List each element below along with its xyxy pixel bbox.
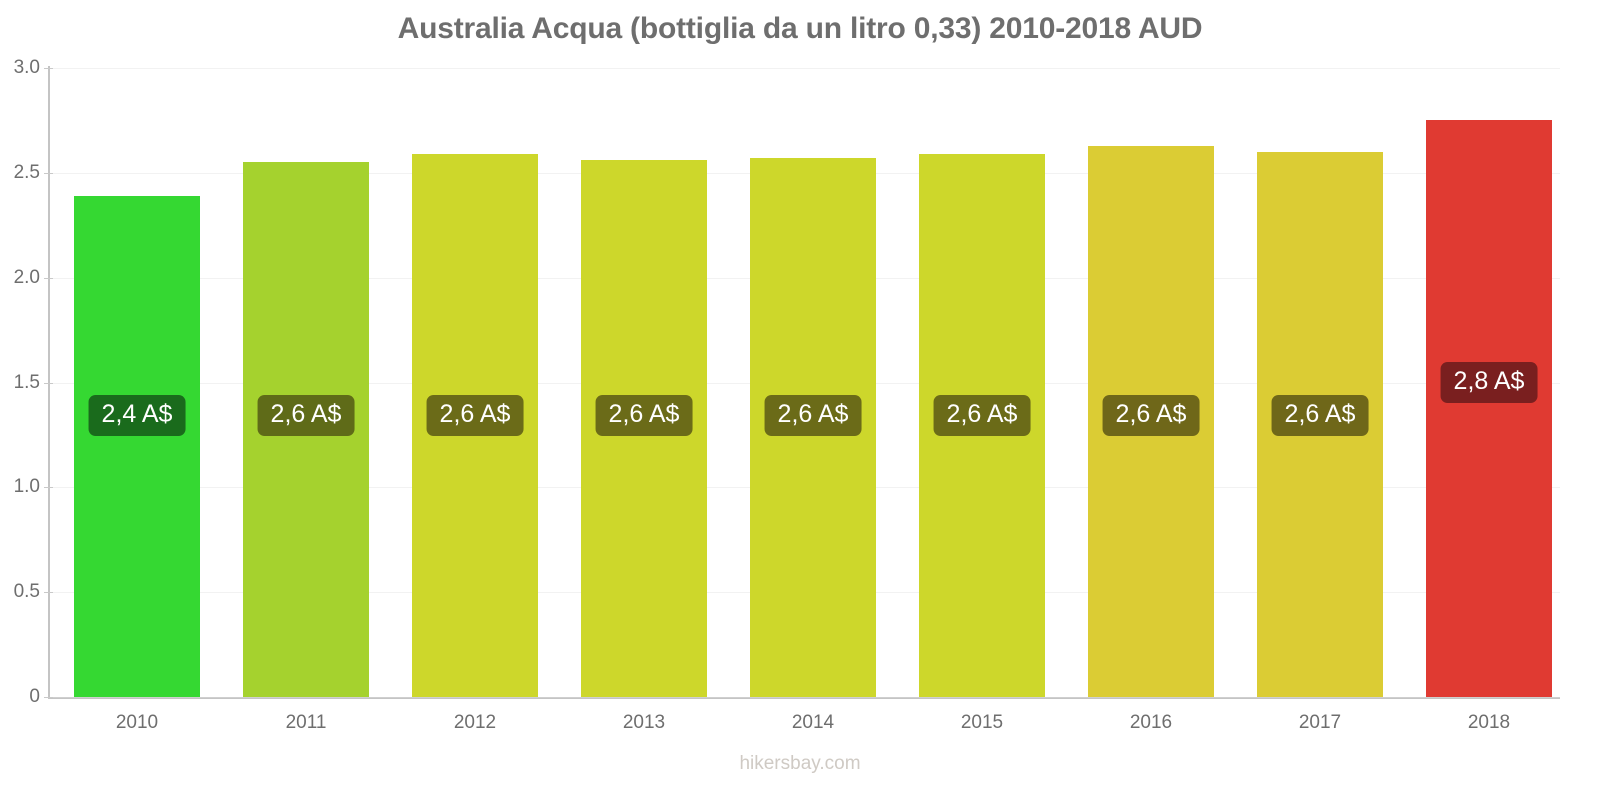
y-tick-label: 1.5 <box>13 371 40 393</box>
x-axis-line <box>48 697 1560 699</box>
gridline <box>48 68 1560 69</box>
y-tick-label: 2.5 <box>13 161 40 183</box>
bar-2010[interactable]: 2,4 A$ <box>74 195 200 697</box>
plot-area: 2,4 A$ 2,6 A$ 2,6 A$ 2,6 A$ 2,6 A$ 2,6 A$ 2,6 … <box>48 68 1560 698</box>
bar-value-label: 2,6 A$ <box>1102 395 1200 436</box>
x-tick-label-2013: 2013 <box>622 712 666 733</box>
gridline <box>48 697 1560 698</box>
x-tick-label-2018: 2018 <box>1467 712 1511 733</box>
y-tick-mark <box>44 697 53 698</box>
x-tick-label-2010: 2010 <box>115 712 159 733</box>
bar-2016[interactable]: 2,6 A$ <box>1088 145 1214 697</box>
bar-value-label: 2,8 A$ <box>1440 362 1538 403</box>
y-axis-labels: 0 0.5 1.0 1.5 2.0 2.5 3.0 <box>0 57 40 707</box>
y-tick-label: 2.0 <box>13 266 40 288</box>
bar-2017[interactable]: 2,6 A$ <box>1257 151 1383 697</box>
x-tick-label-2015: 2015 <box>960 712 1004 733</box>
y-tick-label: 0 <box>29 686 40 707</box>
bar-2015[interactable]: 2,6 A$ <box>919 153 1045 697</box>
bar-value-label: 2,6 A$ <box>933 395 1031 436</box>
bar-value-label: 2,6 A$ <box>426 395 524 436</box>
bar-value-label: 2,6 A$ <box>257 395 355 436</box>
source-watermark: hikersbay.com <box>739 753 861 774</box>
bar-value-label: 2,6 A$ <box>595 395 693 436</box>
bar-2012[interactable]: 2,6 A$ <box>412 153 538 697</box>
y-tick-label: 1.0 <box>13 476 40 498</box>
x-tick-label-2016: 2016 <box>1129 712 1173 733</box>
x-tick-label-2012: 2012 <box>453 712 497 733</box>
bar-value-label: 2,6 A$ <box>1271 395 1369 436</box>
y-tick-mark <box>44 172 53 174</box>
bar-value-label: 2,6 A$ <box>764 395 862 436</box>
y-tick-mark <box>44 487 53 489</box>
chart-title: Australia Acqua (bottiglia da un litro 0… <box>397 12 1203 45</box>
x-tick-label-2014: 2014 <box>791 712 835 733</box>
y-tick-label: 3.0 <box>13 57 40 78</box>
bar-value-label: 2,4 A$ <box>88 395 186 436</box>
bar-2011[interactable]: 2,6 A$ <box>243 162 369 697</box>
y-tick-mark <box>44 382 53 384</box>
bar-2013[interactable]: 2,6 A$ <box>581 160 707 697</box>
y-tick-mark <box>44 277 53 279</box>
y-tick-mark <box>44 68 53 69</box>
bar-2014[interactable]: 2,6 A$ <box>750 158 876 697</box>
bar-2018[interactable]: 2,8 A$ <box>1426 120 1552 697</box>
x-tick-label-2017: 2017 <box>1298 712 1342 733</box>
y-tick-label: 0.5 <box>13 581 40 603</box>
y-tick-mark <box>44 592 53 594</box>
x-tick-label-2011: 2011 <box>285 712 327 733</box>
